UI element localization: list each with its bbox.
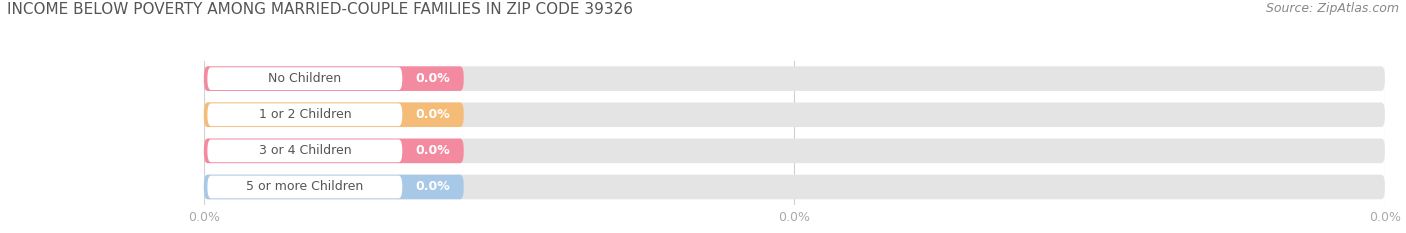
Text: INCOME BELOW POVERTY AMONG MARRIED-COUPLE FAMILIES IN ZIP CODE 39326: INCOME BELOW POVERTY AMONG MARRIED-COUPL…: [7, 2, 633, 17]
Text: 0.0%: 0.0%: [416, 181, 450, 193]
Text: 3 or 4 Children: 3 or 4 Children: [259, 144, 352, 157]
FancyBboxPatch shape: [204, 139, 1385, 163]
Text: Source: ZipAtlas.com: Source: ZipAtlas.com: [1265, 2, 1399, 15]
FancyBboxPatch shape: [204, 66, 464, 91]
FancyBboxPatch shape: [208, 176, 402, 198]
FancyBboxPatch shape: [204, 175, 464, 199]
FancyBboxPatch shape: [204, 139, 464, 163]
Text: 0.0%: 0.0%: [416, 72, 450, 85]
FancyBboxPatch shape: [204, 103, 1385, 127]
FancyBboxPatch shape: [208, 103, 402, 126]
Text: 0.0%: 0.0%: [416, 108, 450, 121]
Text: 5 or more Children: 5 or more Children: [246, 181, 364, 193]
Text: 1 or 2 Children: 1 or 2 Children: [259, 108, 352, 121]
FancyBboxPatch shape: [204, 66, 1385, 91]
FancyBboxPatch shape: [208, 140, 402, 162]
Text: 0.0%: 0.0%: [416, 144, 450, 157]
FancyBboxPatch shape: [204, 175, 1385, 199]
FancyBboxPatch shape: [208, 67, 402, 90]
FancyBboxPatch shape: [204, 103, 464, 127]
Text: No Children: No Children: [269, 72, 342, 85]
